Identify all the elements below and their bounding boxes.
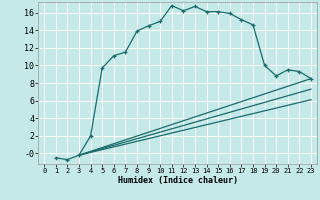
X-axis label: Humidex (Indice chaleur): Humidex (Indice chaleur)	[118, 176, 238, 185]
